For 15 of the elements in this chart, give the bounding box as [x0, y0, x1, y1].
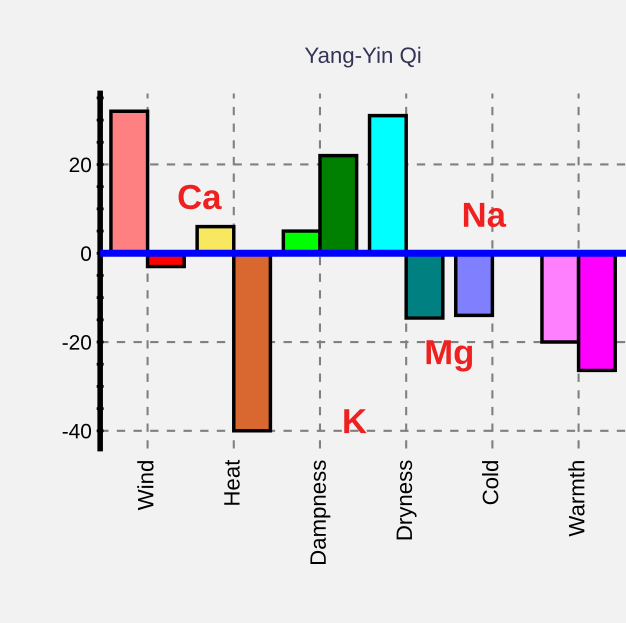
annotation: Mg — [426, 340, 472, 372]
y-tick-label: -20 — [62, 335, 92, 350]
x-tick-label: Dryness — [396, 460, 417, 540]
y-tick-label: 0 — [81, 246, 92, 262]
x-tick-label: Dampness — [310, 460, 330, 564]
y-tick-label: -40 — [62, 424, 92, 439]
x-tick-label: Wind — [137, 461, 154, 510]
x-tick-label: Heat — [224, 460, 240, 505]
annotation: K — [344, 409, 367, 434]
x-tick-label: Cold — [482, 461, 498, 504]
annotation: Na — [464, 202, 506, 228]
x-tick-label: Warmth — [568, 461, 585, 537]
y-tick-label: 20 — [70, 157, 92, 172]
annotation: Ca — [178, 184, 222, 210]
chart-title: Yang-Yin Qi — [304, 46, 420, 68]
